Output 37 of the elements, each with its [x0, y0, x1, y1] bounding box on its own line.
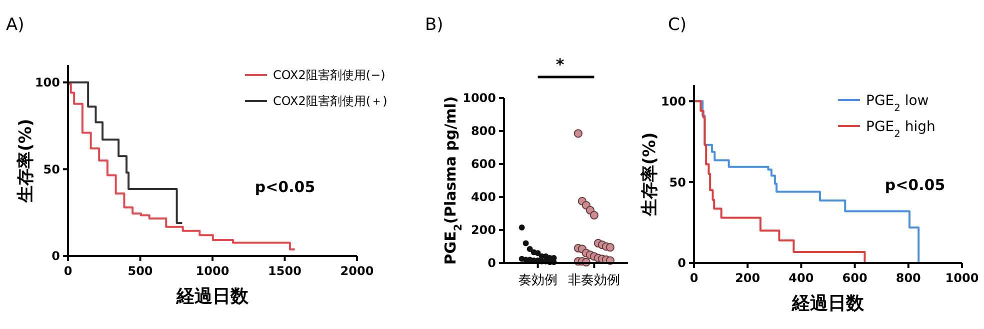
- x-tick-label: 1500: [268, 264, 302, 278]
- text: *: [556, 55, 565, 74]
- x-tick-label: 0: [64, 264, 72, 278]
- y-tick-label: 600: [470, 157, 496, 172]
- y-tick-label: 800: [470, 124, 496, 138]
- legend-label: PGE$_{2}$ high: [866, 118, 936, 140]
- y-tick-label: 1000: [462, 91, 496, 106]
- y-tick-label: 200: [470, 223, 496, 238]
- x-tick-label: 500: [128, 264, 153, 278]
- x-tick-label: 400: [788, 271, 814, 285]
- x-tick-label: 1000: [196, 264, 230, 278]
- y-tick-label: 50: [43, 162, 60, 176]
- y-tick-label: 50: [669, 175, 686, 190]
- annotation: p<0.05: [254, 178, 316, 196]
- x-tick-label: 奏効例: [518, 273, 558, 288]
- x-tick-label: 600: [842, 271, 868, 285]
- x-axis-title: 経過日数: [791, 293, 865, 314]
- chart-title: C): [668, 15, 687, 35]
- x-tick-label: 800: [896, 271, 921, 285]
- y-tick-label: 100: [34, 76, 60, 90]
- legend-label: PGE$_{2}$ low: [866, 92, 929, 114]
- x-axis-title: 経過日数: [176, 286, 250, 307]
- chart-title: B): [425, 15, 444, 35]
- x-tick-label: 1000: [945, 271, 979, 285]
- legend-label: COX2阻害剤使用(＋): [273, 94, 388, 108]
- annotation: p<0.05: [884, 176, 946, 194]
- y-axis-title: 生存率(%): [16, 118, 36, 204]
- y-axis-title: 生存率(%): [640, 132, 660, 217]
- x-tick-label: 非奏効例: [568, 273, 620, 288]
- chart-title: A): [6, 15, 24, 35]
- x-tick-label: 0: [690, 271, 698, 285]
- legend-label: COX2阻害剤使用(−): [273, 68, 386, 82]
- y-tick-label: 400: [470, 190, 496, 204]
- y-tick-label: 100: [660, 94, 686, 108]
- x-tick-label: 2000: [340, 264, 374, 278]
- y-tick-label: 0: [52, 249, 60, 264]
- x-tick-label: 200: [735, 271, 760, 285]
